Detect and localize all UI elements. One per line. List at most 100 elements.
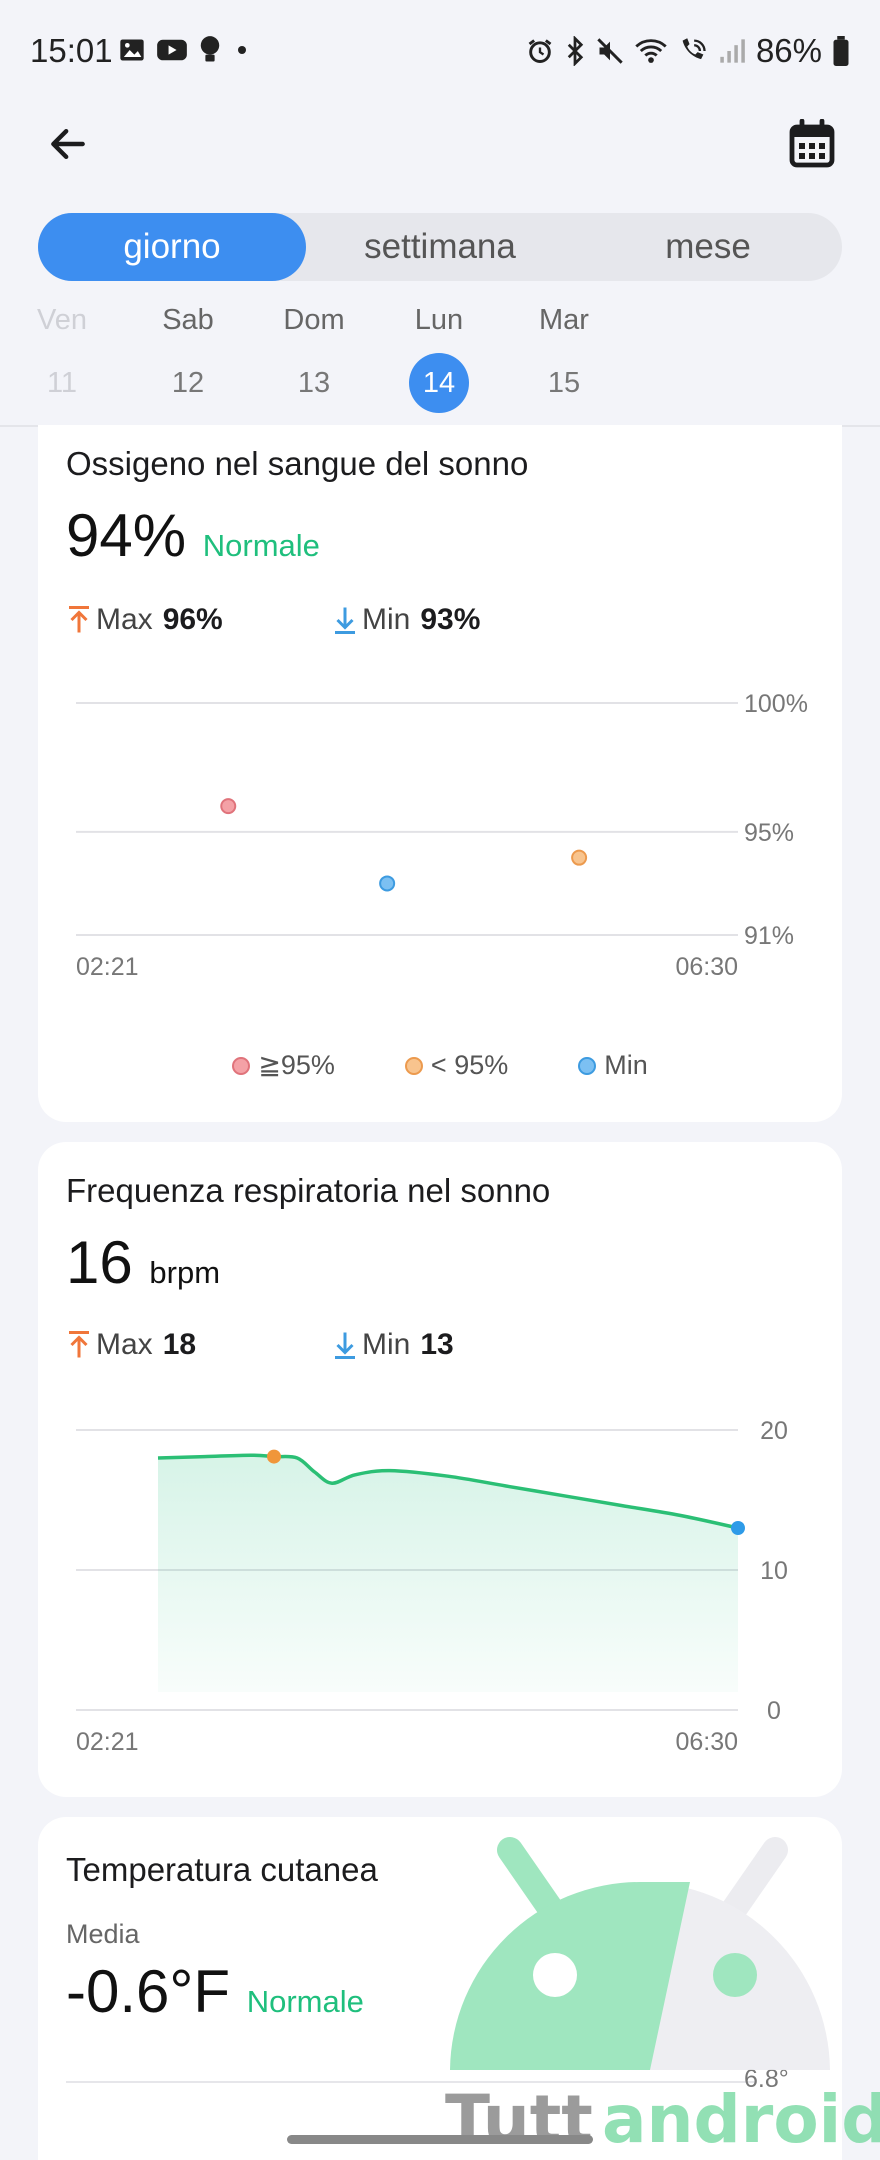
status-left-icons (118, 35, 252, 65)
max-value: 96% (162, 603, 223, 636)
oxygen-legend: ≧95% < 95% Min (38, 1050, 842, 1081)
alarm-icon (528, 39, 552, 63)
bulb-icon (200, 36, 220, 62)
oxygen-max: Max 96% (66, 603, 223, 637)
y-tick-label: 91% (744, 922, 794, 950)
y-tick-label: 0 (767, 1697, 781, 1725)
day-number: 13 (297, 367, 331, 399)
legend-item-min: Min (578, 1050, 648, 1081)
status-time: 15:01 (30, 32, 113, 69)
wifi-call-icon (682, 38, 706, 60)
battery-percent: 86% (755, 32, 822, 69)
date-item-sab[interactable]: Sab 12 (138, 300, 238, 413)
tab-settimana[interactable]: settimana (364, 227, 516, 266)
arrow-down-min-icon (335, 607, 355, 634)
status-bar: 15:01 86% (0, 0, 880, 100)
x-tick-label: 06:30 (675, 1728, 738, 1756)
min-label: Min (362, 1328, 411, 1361)
day-name: Sab (162, 304, 214, 336)
date-item-mar[interactable]: Mar 15 (514, 300, 614, 413)
min-value: 13 (420, 1328, 454, 1361)
youtube-icon (157, 39, 187, 61)
date-item-dom[interactable]: Dom 13 (264, 300, 364, 413)
series-line (157, 1453, 739, 1530)
oxygen-status: Normale (202, 528, 320, 563)
max-label: Max (96, 603, 153, 636)
day-name: Dom (283, 304, 345, 336)
x-tick-label: 02:21 (76, 1728, 139, 1756)
signal-icon (720, 39, 745, 63)
respiration-value-row: 16 brpm (66, 1228, 220, 1297)
min-value: 93% (420, 603, 481, 636)
arrow-up-max-icon (69, 1331, 89, 1358)
legend-dot-min (578, 1056, 597, 1075)
status-right-icons: 86% (526, 32, 850, 70)
x-tick-label: 06:30 (675, 953, 738, 981)
date-item-ven[interactable]: Ven 11 (12, 300, 112, 413)
day-name: Mar (539, 304, 589, 336)
max-label: Max (96, 1328, 153, 1361)
legend-dot-low (404, 1056, 423, 1075)
legend-label-low: < 95% (430, 1050, 509, 1080)
y-tick-label: 20 (760, 1417, 788, 1445)
data-point (379, 875, 396, 892)
watermark-text-a: Tutt (445, 2081, 593, 2158)
date-strip: Ven 11 Sab 12 Dom 13 Lun 14 Mar 15 (0, 300, 880, 425)
respiration-card[interactable]: Frequenza respiratoria nel sonno 16 brpm… (38, 1142, 842, 1797)
period-tabs: giorno settimana mese (38, 213, 842, 281)
y-tick-label: 10 (760, 1557, 788, 1585)
day-name: Ven (37, 304, 87, 336)
oxygen-value-row: 94% Normale (66, 501, 320, 570)
calendar-icon (789, 119, 835, 168)
home-indicator[interactable] (287, 2135, 593, 2144)
arrow-up-max-icon (69, 606, 89, 633)
respiration-chart: 20 10 0 02:21 06:30 (76, 1417, 788, 1756)
skin-temp-value: -0.6°F (66, 1958, 231, 2025)
watermark-text-b: android (602, 2081, 880, 2158)
skin-temp-card[interactable]: Temperatura cutanea Media -0.6°F Normale… (38, 1817, 842, 2160)
dot-icon (238, 46, 246, 54)
calendar-button[interactable] (784, 116, 840, 172)
respiration-min: Min 13 (332, 1328, 454, 1362)
day-name: Lun (414, 304, 464, 336)
mute-icon (597, 38, 623, 64)
skin-temp-value-row: -0.6°F Normale (66, 1957, 364, 2026)
oxygen-chart: 100% 95% 91% 02:21 06:30 (76, 690, 808, 981)
arrow-left-icon (51, 128, 85, 160)
day-number: 14 (409, 353, 469, 413)
oxygen-title: Ossigeno nel sangue del sonno (66, 445, 529, 482)
back-button[interactable] (40, 116, 96, 172)
respiration-value: 16 (66, 1229, 133, 1296)
tab-mese[interactable]: mese (665, 227, 751, 266)
legend-item-low: < 95% (404, 1050, 509, 1081)
data-point (220, 798, 237, 815)
respiration-max: Max 18 (66, 1328, 196, 1362)
date-item-lun[interactable]: Lun 14 (389, 300, 489, 413)
gallery-icon (120, 39, 144, 61)
data-point (571, 849, 588, 866)
day-number: 15 (547, 367, 581, 399)
legend-label-min: Min (604, 1050, 648, 1080)
skin-temp-status: Normale (246, 1984, 364, 2019)
y-tick-label: 100% (744, 690, 808, 718)
max-value: 18 (162, 1328, 197, 1361)
legend-label-high: ≧95% (258, 1050, 335, 1080)
day-number: 12 (171, 367, 205, 399)
skin-temp-title: Temperatura cutanea (66, 1851, 378, 1888)
min-label: Min (362, 603, 411, 636)
tuttandroid-logo: Tutt android (445, 1837, 880, 2158)
x-tick-label: 02:21 (76, 953, 139, 981)
oxygen-card[interactable]: Ossigeno nel sangue del sonno 94% Normal… (38, 425, 842, 1122)
respiration-title: Frequenza respiratoria nel sonno (66, 1172, 551, 1209)
marker-min (731, 1521, 745, 1535)
marker-max (267, 1449, 281, 1464)
oxygen-value: 94% (66, 502, 187, 569)
y-tick-label: 95% (744, 819, 794, 847)
legend-dot-high (232, 1056, 251, 1075)
respiration-unit: brpm (149, 1255, 221, 1290)
skin-temp-gridline (66, 2081, 756, 2083)
wifi-icon (635, 39, 667, 63)
tab-giorno[interactable]: giorno (38, 213, 306, 281)
area-fill (158, 1455, 738, 1692)
bluetooth-icon (567, 36, 584, 66)
